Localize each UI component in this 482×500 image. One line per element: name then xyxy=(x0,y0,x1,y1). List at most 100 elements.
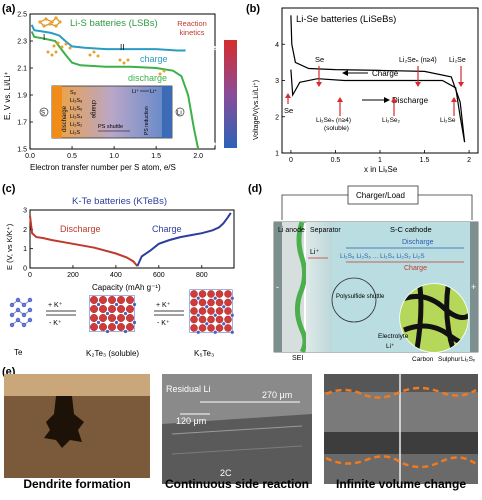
sulphur-label: Sulphur xyxy=(438,356,461,363)
arrow-minus-k-2: - K⁺ xyxy=(157,320,170,327)
phase-markers xyxy=(285,66,464,116)
y-tick-label: 1 xyxy=(23,246,27,253)
panel-d-diagram: (d) Charger/Load - + Li anode Separator … xyxy=(248,183,479,363)
sulfur-ring-icon xyxy=(38,16,62,28)
k-atom xyxy=(190,298,198,307)
inset-species-0: S₈ xyxy=(70,90,76,96)
up-arrow-head xyxy=(285,93,291,98)
expansion-boundary-bottom xyxy=(325,455,477,469)
separator-label: Separator xyxy=(310,227,341,234)
axis-ticks: 0 200 400 600 800 0 1 2 3 xyxy=(23,208,208,280)
sei-label: SEI xyxy=(292,355,303,362)
te-atom xyxy=(222,322,226,326)
k-atom xyxy=(117,305,125,313)
panel-label-a: (a) xyxy=(2,3,16,15)
te-atom xyxy=(213,313,217,317)
te-atom xyxy=(222,305,226,309)
k-atom xyxy=(190,307,198,315)
rate-label: 2C xyxy=(220,468,232,478)
k-atom xyxy=(190,324,198,332)
down-arrow-head xyxy=(415,82,421,87)
inset-species-5: Li₂S xyxy=(70,130,80,136)
discharge-arrow-head xyxy=(384,97,390,103)
inset-cell-diagram: S Li discharge charge S₈ Li₂S₈ Li₂S₆ Li₂… xyxy=(39,85,185,139)
k-atom xyxy=(108,323,116,331)
k-atom xyxy=(215,298,224,307)
side-reaction-photo: Residual Li 120 μm 270 μm 2C xyxy=(162,374,312,484)
te-atom xyxy=(114,302,119,307)
inset-shuttle-label: PS shuttle xyxy=(98,124,123,130)
inset-li-label: Li⁺ xyxy=(132,88,139,95)
y-tick-label: 1.5 xyxy=(17,147,27,154)
external-circuit-2 xyxy=(418,194,473,220)
y-tick-label: 2.5 xyxy=(17,12,27,19)
shuttle-label: Polysulfide shuttle xyxy=(336,294,385,300)
plot-frame xyxy=(29,209,235,269)
k-atom xyxy=(224,315,232,324)
inset-li-label-2: Li⁺ xyxy=(150,88,157,95)
inset-species-2: Li₂S₆ xyxy=(70,106,82,112)
li-label-bottom: Li⁺ xyxy=(386,343,395,350)
panel-c-chart: (c) K-Te batteries (KTeBs) E (V, vs K/K⁺… xyxy=(2,183,235,358)
k-atom xyxy=(207,307,215,315)
caption-volume-change: Infinite volume change xyxy=(335,477,467,491)
k-atom xyxy=(198,307,207,315)
x-tick-label: 800 xyxy=(196,272,208,279)
up-arrow-head xyxy=(337,97,343,102)
y-tick-label: 2.3 xyxy=(17,39,27,46)
discharge-label: Discharge xyxy=(402,239,434,246)
y-tick-label: 3 xyxy=(23,208,27,215)
series-lines xyxy=(290,15,466,143)
y-tick-label: 3 xyxy=(275,78,279,85)
arrow-minus-k-1: - K⁺ xyxy=(49,320,62,327)
svg-text:Li: Li xyxy=(177,111,182,117)
down-arrow-head xyxy=(458,82,464,87)
kinetics-gradient-bar xyxy=(224,40,237,148)
top-label-li2sen: Li₂Seₙ (n≥4) xyxy=(399,57,437,64)
k-atom xyxy=(207,290,215,298)
x-tick-label: 2 xyxy=(467,157,471,164)
y-tick-label: 2.1 xyxy=(17,66,27,73)
k-atom xyxy=(126,314,134,322)
y-tick-label: 1 xyxy=(275,151,279,158)
arrow-plus-k-2: + K⁺ xyxy=(156,302,171,309)
x-tick-label: 0.0 xyxy=(25,153,35,160)
up-arrow-head xyxy=(391,97,397,102)
k-atom xyxy=(224,290,232,298)
k-atom xyxy=(90,296,98,304)
slow-label: Slow xyxy=(204,139,222,148)
k-atom xyxy=(99,305,107,313)
k-atom xyxy=(224,298,232,307)
top-label-li2se: Li₂Se xyxy=(449,57,466,64)
panel-b: (b) Li-Se batteries (LiSeBs) Voltage/V(v… xyxy=(244,0,482,175)
unit-cell xyxy=(189,289,233,333)
te-atom xyxy=(196,313,200,317)
carbon-label: Carbon xyxy=(412,356,434,363)
stage-label-2: II xyxy=(120,43,124,52)
k-atom xyxy=(99,323,107,331)
side-reaction-image xyxy=(162,374,312,484)
discharge-label: Discharge xyxy=(392,96,429,105)
x-tick-label: 0.5 xyxy=(331,157,341,164)
x-tick-label: 200 xyxy=(67,272,79,279)
x-axis-label: Capacity (mAh g⁻¹) xyxy=(92,283,161,292)
charge-label: Charge xyxy=(404,265,427,272)
k-atom xyxy=(215,290,224,298)
discharge-label: discharge xyxy=(128,73,167,83)
dendrite-image xyxy=(4,374,150,484)
k2te3-structure xyxy=(89,295,137,334)
series-lines xyxy=(30,24,200,150)
separator-region xyxy=(306,222,332,352)
cathode-label: S-C cathode xyxy=(390,225,432,234)
x-tick-label: 1.0 xyxy=(109,153,119,160)
k-atom xyxy=(99,296,107,304)
caption-dendrite: Dendrite formation xyxy=(23,477,131,491)
cathode-current-collector xyxy=(470,222,478,352)
svg-text:S: S xyxy=(41,111,45,117)
te-atom xyxy=(114,320,119,325)
panel-a: (a) Li-S batteries (LSBs) E, V vs. Li/Li… xyxy=(0,0,240,175)
x-axis-label: x in LiₓSe xyxy=(364,165,398,174)
structure-label-k2te3: K₂Te₃ (soluble) xyxy=(86,349,139,358)
series-line-charge xyxy=(136,212,232,267)
x-tick-label: 1 xyxy=(378,157,382,164)
